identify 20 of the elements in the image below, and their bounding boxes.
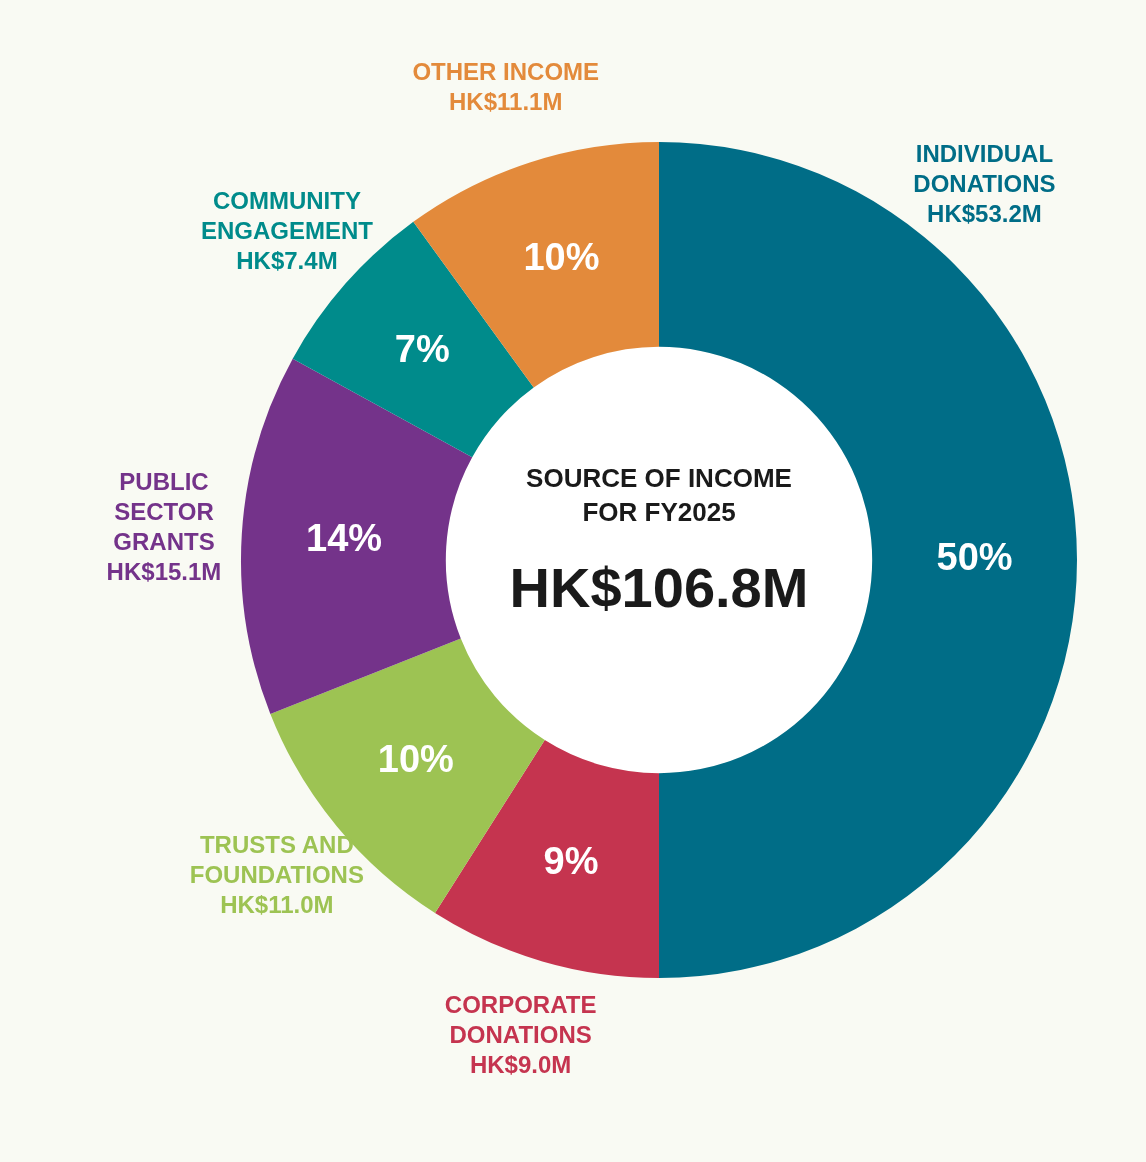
- text: HK$106.8M: [509, 556, 809, 620]
- slice-label: TRUSTS AND FOUNDATIONS: [189, 830, 364, 888]
- slice-label: OTHER INCOME: [412, 57, 600, 85]
- text: HK$11.1M: [449, 87, 563, 115]
- data-label: 10%: [377, 737, 454, 780]
- text: SOURCE OF INCOME FOR FY2025: [526, 463, 792, 528]
- text: HK$7.4M: [236, 246, 338, 274]
- data-label: 14%: [306, 516, 383, 559]
- slice-label: INDIVIDUAL DONATIONS: [913, 140, 1056, 198]
- slice-label: CORPORATE DONATIONS: [444, 990, 597, 1048]
- data-label: 7%: [394, 327, 450, 370]
- data-label: 9%: [543, 839, 599, 882]
- text: HK$53.2M: [927, 200, 1042, 228]
- slice-label: PUBLIC SECTOR GRANTS: [113, 468, 215, 556]
- text: HK$11.0M: [220, 890, 334, 918]
- slice-label: COMMUNITY ENGAGEMENT: [200, 186, 374, 244]
- text: HK$15.1M: [106, 558, 222, 586]
- data-label: 50%: [936, 536, 1013, 579]
- text: HK$9.0M: [469, 1050, 572, 1078]
- data-label: 10%: [523, 236, 600, 279]
